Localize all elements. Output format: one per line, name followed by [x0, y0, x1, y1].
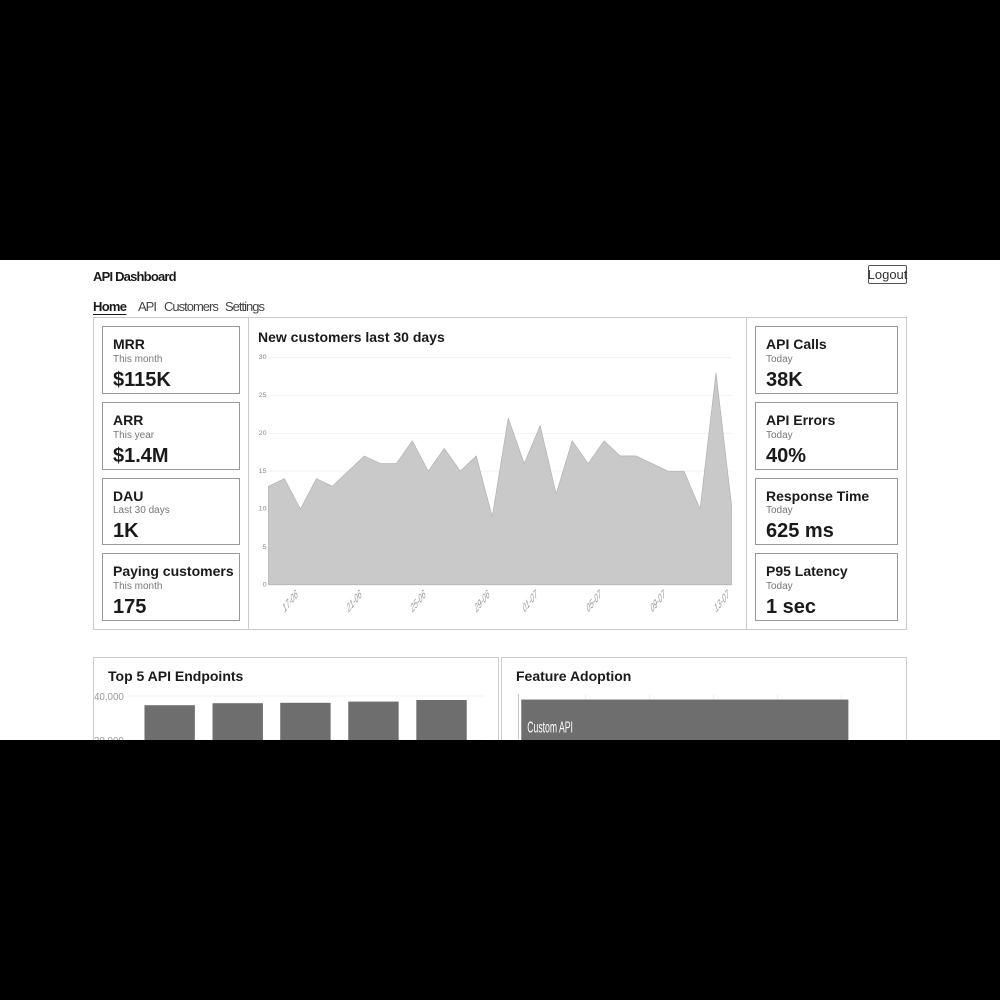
svg-text:30: 30	[259, 354, 267, 361]
svg-text:0: 0	[263, 582, 267, 589]
svg-text:5: 5	[263, 544, 267, 551]
svg-text:15: 15	[259, 468, 267, 475]
svg-text:10: 10	[259, 506, 267, 513]
svg-text:20: 20	[259, 430, 267, 437]
svg-text:25: 25	[259, 392, 267, 399]
svg-text:40,000: 40,000	[94, 692, 124, 703]
svg-text:30,000: 30,000	[94, 736, 124, 740]
svg-text:Custom API: Custom API	[527, 717, 573, 736]
